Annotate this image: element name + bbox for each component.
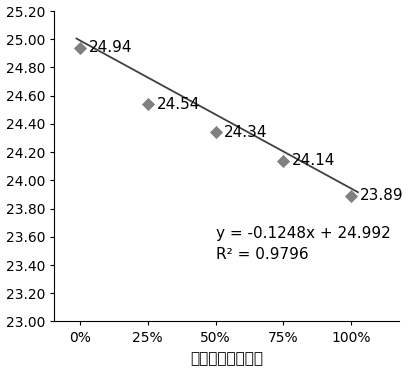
Text: 24.34: 24.34 [224, 125, 268, 140]
Text: R² = 0.9796: R² = 0.9796 [215, 247, 308, 262]
Text: 24.14: 24.14 [292, 153, 335, 168]
Text: y = -0.1248x + 24.992: y = -0.1248x + 24.992 [215, 225, 390, 241]
Text: 23.89: 23.89 [360, 188, 404, 203]
Point [144, 101, 151, 107]
Point [212, 129, 219, 135]
Point [77, 45, 83, 51]
X-axis label: 光伏电站安装面积: 光伏电站安装面积 [190, 352, 263, 366]
Text: 24.54: 24.54 [157, 97, 200, 112]
Text: 24.94: 24.94 [89, 40, 132, 55]
Point [348, 193, 354, 199]
Point [280, 158, 287, 164]
